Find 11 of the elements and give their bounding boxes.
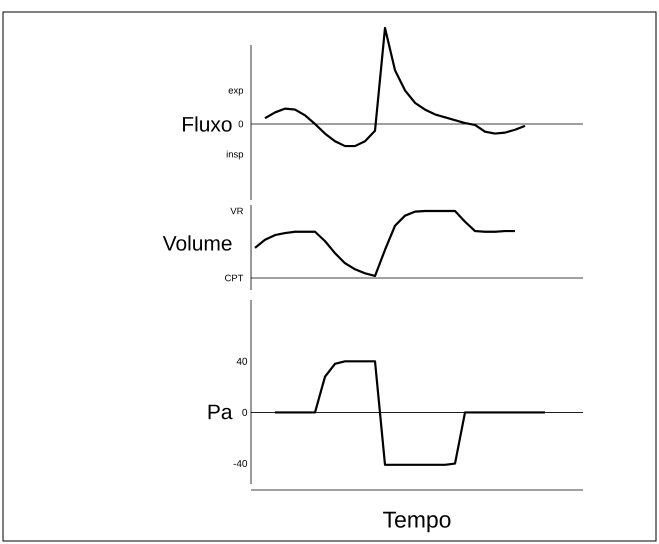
- y-tick-label: 0: [242, 408, 248, 416]
- x-axis-title: Tempo: [383, 512, 450, 532]
- y-axis-title: Fluxo: [183, 116, 232, 132]
- text: VR: [230, 208, 244, 214]
- y-axis-title: Volume: [162, 235, 232, 251]
- y-tick-label: -40: [234, 460, 248, 468]
- text: CPT: [225, 274, 244, 282]
- y-axis-title: Pa: [208, 404, 232, 420]
- y-tick-label: 40: [236, 358, 248, 365]
- text: exp: [228, 88, 244, 96]
- text: insp: [226, 150, 244, 160]
